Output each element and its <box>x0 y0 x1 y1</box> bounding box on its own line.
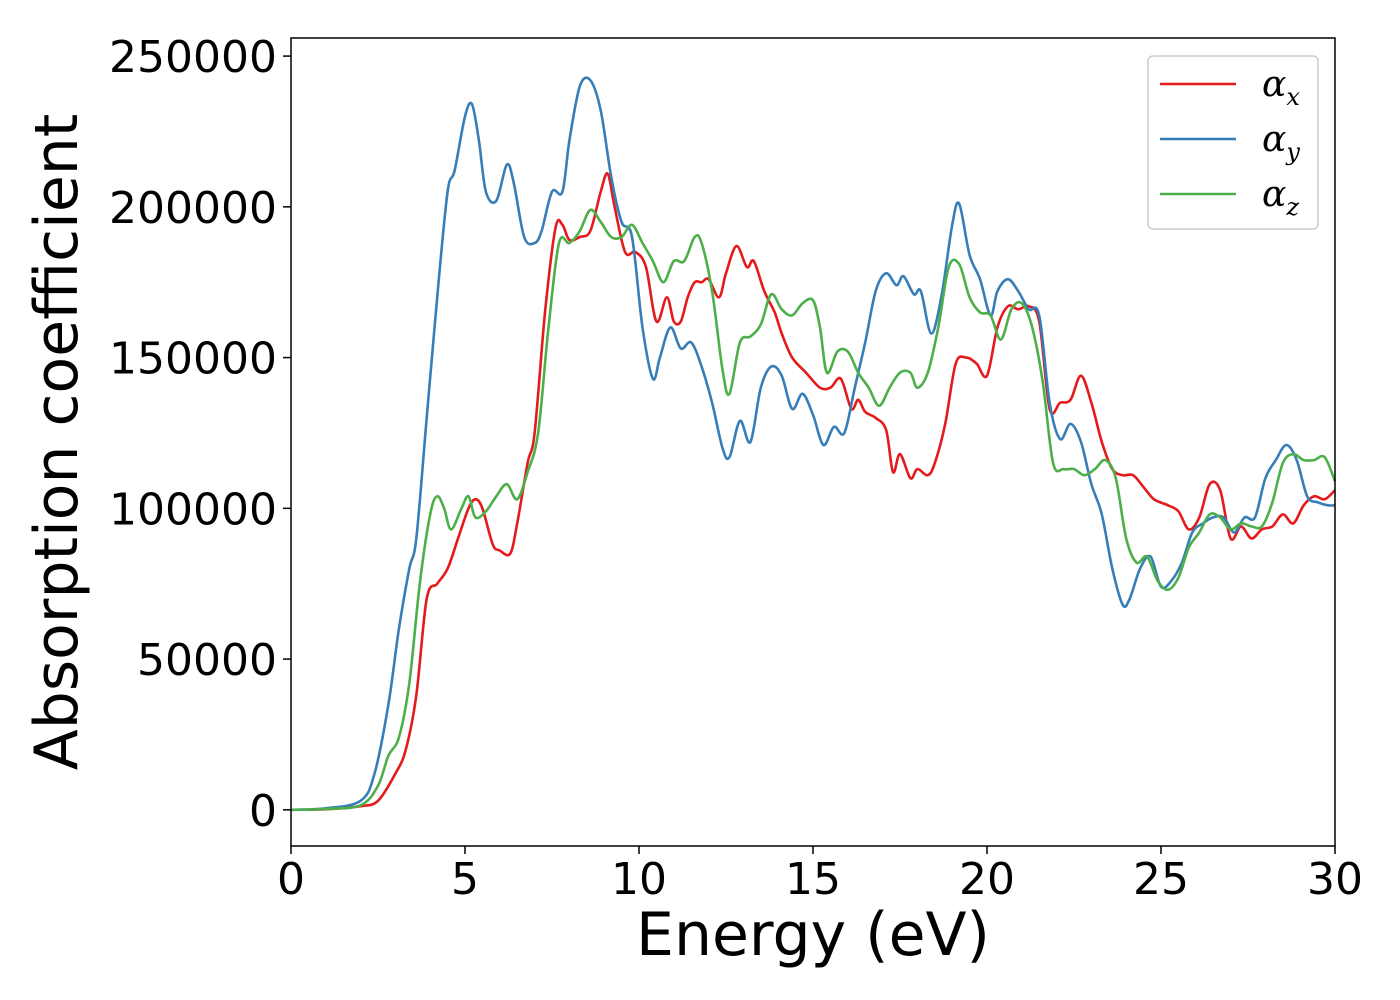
x-tick-label: 30 <box>1307 854 1363 905</box>
legend-subscript-x: x <box>1286 83 1300 111</box>
x-tick-label: 25 <box>1133 854 1189 905</box>
legend-subscript-y: y <box>1285 138 1300 166</box>
x-tick-label: 0 <box>277 854 305 905</box>
y-tick-label: 0 <box>249 786 277 837</box>
x-tick-label: 15 <box>785 854 841 905</box>
x-tick-label: 20 <box>959 854 1015 905</box>
y-axis-title: Absorption coefficient <box>22 114 92 771</box>
x-axis-title: Energy (eV) <box>636 900 990 970</box>
legend-box <box>1147 55 1319 230</box>
series-lines <box>290 76 1337 812</box>
y-tick-label: 250000 <box>109 32 277 83</box>
x-axis: 0 5 10 15 20 25 30 <box>277 846 1363 905</box>
y-tick-label: 200000 <box>109 183 277 234</box>
y-tick-label: 150000 <box>109 334 277 385</box>
series-line-z <box>290 208 1337 812</box>
legend-subscript-z: z <box>1285 193 1299 221</box>
y-axis: 0 50000 100000 150000 200000 250000 <box>109 32 291 837</box>
x-tick-label: 10 <box>611 854 667 905</box>
y-tick-label: 50000 <box>137 635 277 686</box>
series-line-x <box>290 172 1336 812</box>
y-tick-label: 100000 <box>109 484 277 535</box>
x-tick-label: 5 <box>451 854 479 905</box>
